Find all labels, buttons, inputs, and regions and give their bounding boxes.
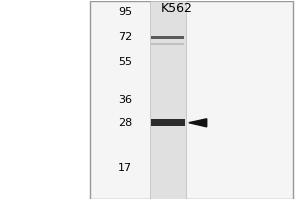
Polygon shape bbox=[189, 119, 207, 127]
Text: 28: 28 bbox=[118, 118, 132, 128]
Text: 72: 72 bbox=[118, 32, 132, 42]
Text: 17: 17 bbox=[118, 163, 132, 173]
Bar bbox=[152, 43, 184, 45]
Text: K562: K562 bbox=[161, 2, 193, 15]
Bar bbox=[152, 36, 184, 39]
Bar bbox=[90, 1, 293, 199]
Bar bbox=[150, 1, 186, 199]
Bar bbox=[151, 119, 185, 126]
Text: 36: 36 bbox=[118, 95, 132, 105]
Text: 95: 95 bbox=[118, 7, 132, 17]
Text: 55: 55 bbox=[118, 57, 132, 67]
